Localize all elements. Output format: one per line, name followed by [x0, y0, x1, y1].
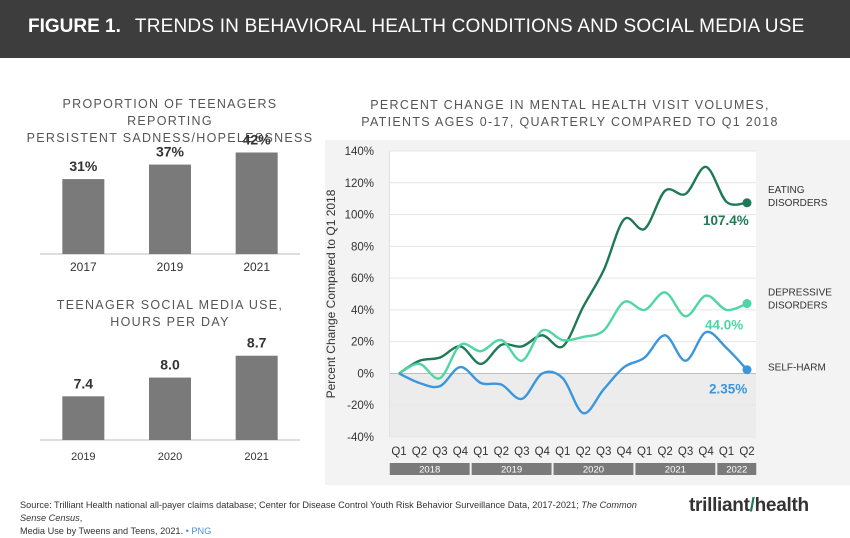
bar-2019 — [62, 396, 105, 440]
series-end-point-1 — [742, 299, 752, 309]
bar-value-label: 8.7 — [247, 335, 267, 351]
year-label: 2021 — [665, 465, 686, 476]
series-end-value: 107.4% — [703, 213, 749, 228]
source-note: Source: Trilliant Health national all-pa… — [20, 499, 660, 538]
year-band-2022 — [717, 463, 757, 475]
y-axis-label: Percent Change Compared to Q1 2018 — [325, 189, 338, 398]
logo-text-a: trilliant — [689, 495, 750, 516]
series-name-label: DISORDERS — [768, 198, 828, 209]
x-quarter-label: Q3 — [514, 446, 529, 458]
y-tick-label: 0% — [357, 368, 374, 380]
x-quarter-label: Q2 — [657, 446, 672, 458]
bar-value-label: 7.4 — [74, 375, 94, 391]
source-text-2: , — [79, 513, 83, 523]
y-tick-label: 40% — [351, 305, 374, 317]
social-title-line-2: HOURS PER DAY — [110, 315, 230, 329]
sadness-chart-title: PROPORTION OF TEENAGERS REPORTING PERSIS… — [20, 96, 320, 147]
bar-category-label: 2020 — [158, 451, 182, 463]
bar-value-label: 8.0 — [160, 357, 180, 373]
y-tick-label: 20% — [351, 337, 374, 349]
x-quarter-label: Q3 — [432, 446, 447, 458]
x-quarter-label: Q2 — [494, 446, 509, 458]
x-quarter-label: Q4 — [453, 446, 469, 458]
x-quarter-label: Q1 — [473, 446, 488, 458]
x-quarter-label: Q4 — [617, 446, 633, 458]
figure-title: FIGURE 1. TRENDS IN BEHAVIORAL HEALTH CON… — [28, 16, 804, 38]
year-label: 2019 — [501, 465, 522, 476]
y-tick-label: 140% — [345, 146, 374, 158]
sadness-title-line-2: PERSISTENT SADNESS/HOPELESSNESS — [26, 131, 314, 145]
year-label: 2022 — [726, 465, 747, 476]
x-quarter-label: Q4 — [698, 446, 714, 458]
y-tick-label: 60% — [351, 273, 374, 285]
x-quarter-label: Q1 — [555, 446, 570, 458]
y-tick-label: 100% — [345, 210, 374, 222]
sadness-bar-chart: 31% 2017 37% 2019 42% 2021 — [40, 132, 300, 274]
bar-category-label: 2019 — [157, 260, 184, 274]
bar-2021 — [235, 355, 278, 440]
sadness-title-line-1: PROPORTION OF TEENAGERS REPORTING — [62, 97, 278, 128]
bar-value-label: 42% — [243, 132, 272, 148]
bar-category-label: 2021 — [243, 260, 270, 274]
year-label: 2018 — [419, 465, 440, 476]
source-italic: The Common Sense Census — [20, 500, 637, 523]
series-name-label: DISORDERS — [768, 301, 828, 312]
bar-category-label: 2017 — [70, 260, 97, 274]
visits-chart-title: PERCENT CHANGE IN MENTAL HEALTH VISIT VO… — [345, 97, 795, 131]
series-line-1 — [398, 291, 748, 380]
social-media-chart-title: TEENAGER SOCIAL MEDIA USE, HOURS PER DAY — [20, 297, 320, 331]
x-quarter-label: Q1 — [637, 446, 652, 458]
y-tick-label: -40% — [347, 432, 374, 444]
bar-2020 — [149, 377, 191, 440]
visits-title-line-2: PATIENTS AGES 0-17, QUARTERLY COMPARED T… — [361, 115, 779, 129]
x-quarter-label: Q3 — [596, 446, 611, 458]
x-quarter-label: Q2 — [412, 446, 427, 458]
y-tick-label: 80% — [351, 241, 374, 253]
y-tick-label: -20% — [347, 400, 374, 412]
source-text-3: Media Use by Tweens and Teens, 2021. — [20, 526, 186, 536]
year-label: 2020 — [583, 465, 604, 476]
series-name-label: DEPRESSIVE — [768, 288, 832, 299]
bar-2021 — [235, 152, 278, 254]
logo-slash: / — [749, 495, 755, 516]
series-end-point-2 — [742, 365, 752, 375]
social-title-line-1: TEENAGER SOCIAL MEDIA USE, — [56, 298, 284, 312]
x-quarter-label: Q1 — [719, 446, 734, 458]
x-quarter-label: Q2 — [576, 446, 591, 458]
figure-label: FIGURE 1. — [28, 16, 121, 37]
year-band-2021 — [635, 463, 716, 475]
year-band-2018 — [389, 463, 470, 475]
series-name-label: SELF-HARM — [768, 363, 826, 374]
social-media-bar-chart: 7.4 2019 8.0 2020 8.7 2021 — [40, 335, 300, 463]
x-quarter-label: Q1 — [391, 446, 406, 458]
year-band-2020 — [553, 463, 634, 475]
visits-title-line-1: PERCENT CHANGE IN MENTAL HEALTH VISIT VO… — [370, 98, 770, 112]
bar-category-label: 2019 — [71, 451, 95, 463]
plot-area-positive — [390, 151, 756, 374]
png-link[interactable]: • PNG — [185, 526, 212, 536]
bar-value-label: 37% — [156, 144, 185, 160]
series-line-2 — [398, 330, 748, 415]
trilliant-health-logo: trilliant/health — [689, 495, 809, 517]
series-name-label: EATING — [768, 185, 805, 196]
series-end-value: 2.35% — [709, 382, 747, 397]
logo-text-b: health — [754, 495, 809, 516]
figure-header: FIGURE 1. TRENDS IN BEHAVIORAL HEALTH CON… — [0, 0, 850, 58]
bar-2019 — [149, 164, 191, 254]
series-end-point-0 — [742, 198, 752, 208]
x-quarter-label: Q2 — [739, 446, 754, 458]
bar-category-label: 2021 — [244, 451, 268, 463]
x-quarter-label: Q3 — [678, 446, 693, 458]
source-text-1: Source: Trilliant Health national all-pa… — [20, 500, 582, 510]
bar-2017 — [62, 179, 105, 254]
mental-health-line-chart: -40% -20% 0% 20% 40% 60% 80% 100% 120% 140% Percen… — [325, 146, 832, 476]
bar-value-label: 31% — [69, 158, 98, 174]
series-end-value: 44.0% — [705, 318, 743, 333]
y-tick-label: 120% — [345, 178, 374, 190]
x-quarter-label: Q4 — [535, 446, 551, 458]
year-band-2019 — [471, 463, 552, 475]
figure-title-text: TRENDS IN BEHAVIORAL HEALTH CONDITIONS A… — [134, 16, 805, 37]
